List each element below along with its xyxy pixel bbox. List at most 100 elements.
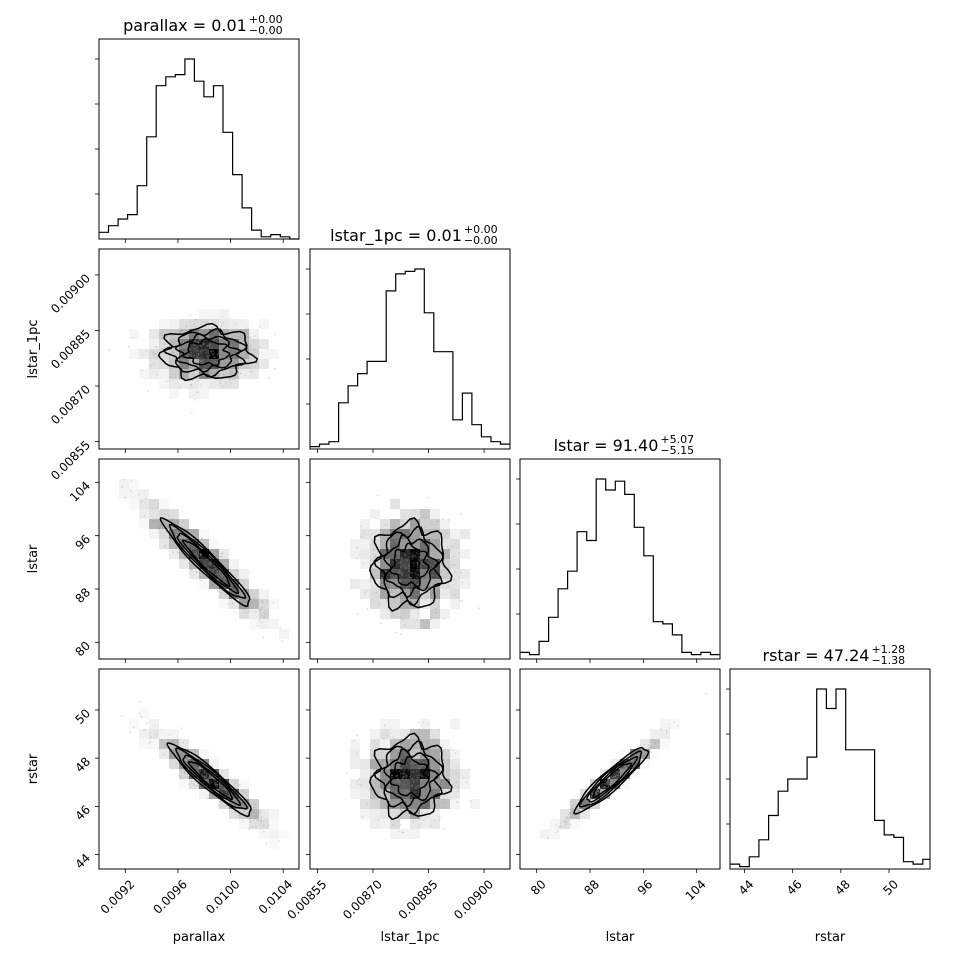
scatter-point xyxy=(180,769,182,772)
scatter-point xyxy=(649,746,651,748)
scatter-point xyxy=(409,782,411,785)
scatter-point xyxy=(411,583,413,586)
density-cell xyxy=(169,549,179,559)
scatter-point xyxy=(355,752,358,755)
scatter-point xyxy=(428,787,430,790)
scatter-point xyxy=(356,734,358,737)
scatter-point xyxy=(637,754,639,757)
scatter-point xyxy=(183,771,186,773)
scatter-point xyxy=(222,322,224,325)
scatter-point xyxy=(422,552,424,554)
scatter-point xyxy=(393,525,395,528)
scatter-point xyxy=(166,335,168,338)
scatter-point xyxy=(243,357,246,359)
scatter-point xyxy=(200,554,202,556)
scatter-point xyxy=(585,803,588,805)
scatter-point xyxy=(455,773,457,776)
scatter-point xyxy=(436,766,438,768)
scatter-point xyxy=(170,759,173,761)
scatter-point xyxy=(428,802,431,804)
scatter-point xyxy=(608,784,610,786)
density-cell xyxy=(440,609,450,619)
density-cell xyxy=(259,349,269,359)
scatter-point xyxy=(207,776,210,779)
scatter-point xyxy=(237,344,240,347)
scatter-point xyxy=(425,565,428,568)
scatter-point xyxy=(175,546,177,549)
scatter-point xyxy=(197,556,199,558)
scatter-point xyxy=(388,557,391,560)
scatter-point xyxy=(196,554,199,557)
scatter-point xyxy=(438,579,440,581)
scatter-point xyxy=(443,557,446,560)
x-tick-label: 0.0096 xyxy=(150,877,190,917)
density-cell xyxy=(390,829,400,839)
scatter-point xyxy=(419,565,422,567)
scatter-point xyxy=(225,373,227,376)
scatter-point xyxy=(373,740,376,743)
scatter-point xyxy=(400,768,402,770)
scatter-point xyxy=(228,590,230,592)
density-cell xyxy=(199,539,209,549)
density-cell xyxy=(219,379,229,389)
scatter-point xyxy=(418,767,421,770)
scatter-point xyxy=(201,775,204,777)
density-cell xyxy=(159,729,169,739)
scatter-point xyxy=(251,600,253,603)
scatter-point xyxy=(202,349,204,352)
scatter-point xyxy=(612,776,615,778)
scatter-point xyxy=(390,589,393,592)
scatter-point xyxy=(578,807,580,809)
scatter-point xyxy=(400,579,403,581)
scatter-point xyxy=(172,351,175,354)
scatter-point xyxy=(216,361,219,364)
density-cell xyxy=(189,529,199,539)
scatter-point xyxy=(191,336,194,339)
scatter-point xyxy=(395,631,398,634)
scatter-point xyxy=(238,593,240,596)
scatter-point xyxy=(569,824,572,826)
density-cell xyxy=(420,529,430,539)
scatter-point xyxy=(250,590,253,592)
scatter-point xyxy=(216,358,219,360)
contour-line xyxy=(168,523,247,599)
scatter-point xyxy=(420,765,423,768)
scatter-point xyxy=(220,552,223,555)
scatter-point xyxy=(281,640,283,642)
scatter-point xyxy=(198,359,200,362)
scatter-point xyxy=(231,379,234,381)
scatter-point xyxy=(255,815,258,817)
density-cell xyxy=(460,549,470,559)
scatter-point xyxy=(435,792,438,795)
scatter-point xyxy=(197,356,199,359)
density-cell xyxy=(209,569,219,579)
scatter-point xyxy=(193,749,196,751)
scatter-point xyxy=(372,548,374,550)
scatter-point xyxy=(417,566,419,569)
scatter-point xyxy=(235,359,238,362)
scatter-point xyxy=(564,820,566,822)
scatter-point xyxy=(217,575,220,578)
density-cell xyxy=(149,349,159,359)
density-cell xyxy=(219,349,229,359)
scatter-point xyxy=(223,353,226,356)
scatter-point xyxy=(383,737,385,740)
scatter-point xyxy=(197,341,200,344)
scatter-point xyxy=(152,520,155,522)
density-cell xyxy=(410,559,420,569)
scatter-point xyxy=(199,344,202,347)
scatter-point xyxy=(411,555,413,558)
scatter-point xyxy=(199,552,202,555)
scatter-point xyxy=(200,350,202,352)
density-cell xyxy=(350,749,360,759)
scatter-point xyxy=(183,358,185,361)
scatter-point xyxy=(261,600,263,603)
scatter-point xyxy=(216,784,219,786)
scatter-point xyxy=(441,562,443,565)
density-cell xyxy=(400,729,410,739)
scatter-point xyxy=(568,812,571,814)
axes-frame-lstar-lstar xyxy=(519,458,721,660)
scatter-point xyxy=(180,754,182,757)
scatter-point xyxy=(195,318,198,321)
density-cell xyxy=(199,379,209,389)
